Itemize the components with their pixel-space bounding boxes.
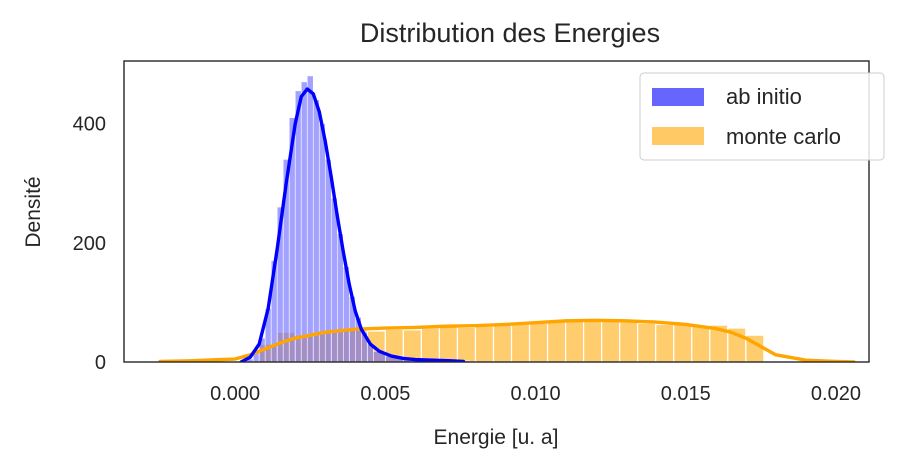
- bar-monte-carlo-22: [655, 323, 675, 362]
- kde-line-ab-initio: [239, 87, 466, 362]
- bar-monte-carlo-20: [619, 321, 639, 362]
- legend-swatch-ab-initio: [652, 88, 704, 106]
- chart-title: Distribution des Energies: [360, 18, 660, 48]
- bar-ab-initio-14: [330, 197, 338, 362]
- x-tick-label-2: 0.010: [511, 383, 561, 405]
- y-axis-label: Densité: [22, 176, 45, 247]
- bar-monte-carlo-18: [583, 319, 603, 362]
- bar-monte-carlo-19: [601, 319, 621, 362]
- legend-label-ab-initio: ab initio: [726, 84, 802, 109]
- plot-frame: [123, 60, 870, 363]
- bar-ab-initio-8: [294, 90, 302, 362]
- x-axis-label: Energie [u. a]: [434, 426, 559, 449]
- legend-swatch-monte-carlo: [652, 127, 704, 145]
- bar-monte-carlo-9: [420, 327, 441, 362]
- y-tick-label-0: 0: [95, 352, 106, 374]
- legend: ab initio monte carlo: [639, 72, 885, 161]
- x-axis-ticks: 0.000 0.005 0.010 0.015 0.020: [210, 383, 861, 405]
- bar-monte-carlo-21: [637, 322, 657, 362]
- y-tick-label-1: 200: [73, 233, 106, 255]
- x-tick-label-3: 0.015: [661, 383, 711, 405]
- kde-line-monte-carlo: [158, 318, 856, 362]
- bar-monte-carlo-24: [691, 325, 711, 362]
- bar-ab-initio-9: [300, 81, 308, 362]
- bar-monte-carlo-10: [438, 325, 459, 362]
- bar-monte-carlo-15: [528, 322, 549, 362]
- bar-monte-carlo-12: [474, 325, 495, 362]
- x-tick-label-0: 0.000: [210, 383, 260, 405]
- legend-label-monte-carlo: monte carlo: [726, 124, 841, 149]
- histogram-bars: [246, 75, 765, 362]
- bar-monte-carlo-13: [492, 324, 513, 362]
- bar-ab-initio-11: [312, 99, 320, 362]
- bar-ab-initio-10: [306, 75, 314, 362]
- x-tick-label-4: 0.020: [811, 383, 861, 405]
- y-axis-ticks: 0 200 400: [73, 114, 106, 374]
- bar-ab-initio-12: [318, 123, 326, 362]
- y-tick-label-2: 400: [73, 114, 106, 136]
- bar-monte-carlo-11: [456, 326, 477, 362]
- bar-monte-carlo-16: [546, 320, 567, 362]
- bar-monte-carlo-17: [564, 319, 585, 362]
- x-tick-label-1: 0.005: [360, 383, 410, 405]
- bar-monte-carlo-23: [673, 322, 693, 362]
- kde-curves: [158, 87, 856, 362]
- bar-monte-carlo-14: [510, 323, 531, 362]
